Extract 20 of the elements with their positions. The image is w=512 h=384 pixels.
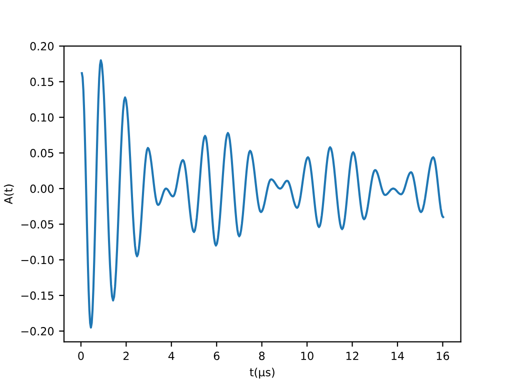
x-tick-label: 10 [301, 352, 314, 360]
y-tick-label: 0.15 [30, 78, 54, 86]
x-tick-label: 14 [392, 352, 404, 360]
y-tick-label: 0.10 [30, 113, 54, 122]
x-tick-label: 8 [259, 352, 265, 360]
y-tick-label: −0.15 [21, 291, 54, 300]
x-tick-label: 6 [214, 352, 220, 360]
y-tick-label: 0.00 [30, 184, 54, 193]
y-tick-label: 0.20 [30, 42, 54, 50]
x-tick-label: 4 [168, 352, 174, 360]
y-tick-label: −0.20 [21, 327, 54, 336]
x-tick-label: 12 [346, 352, 358, 360]
y-tick-label: −0.10 [21, 256, 54, 264]
y-tick-label: 0.05 [30, 148, 54, 158]
x-tick-label: 0 [78, 352, 84, 360]
x-tick-label: 2 [123, 352, 129, 360]
y-tick-label: −0.05 [21, 220, 54, 229]
x-tick-label: 16 [436, 352, 450, 360]
x-axis-title: t(μs) [250, 368, 274, 379]
y-axis-title: A(t) [4, 184, 14, 204]
